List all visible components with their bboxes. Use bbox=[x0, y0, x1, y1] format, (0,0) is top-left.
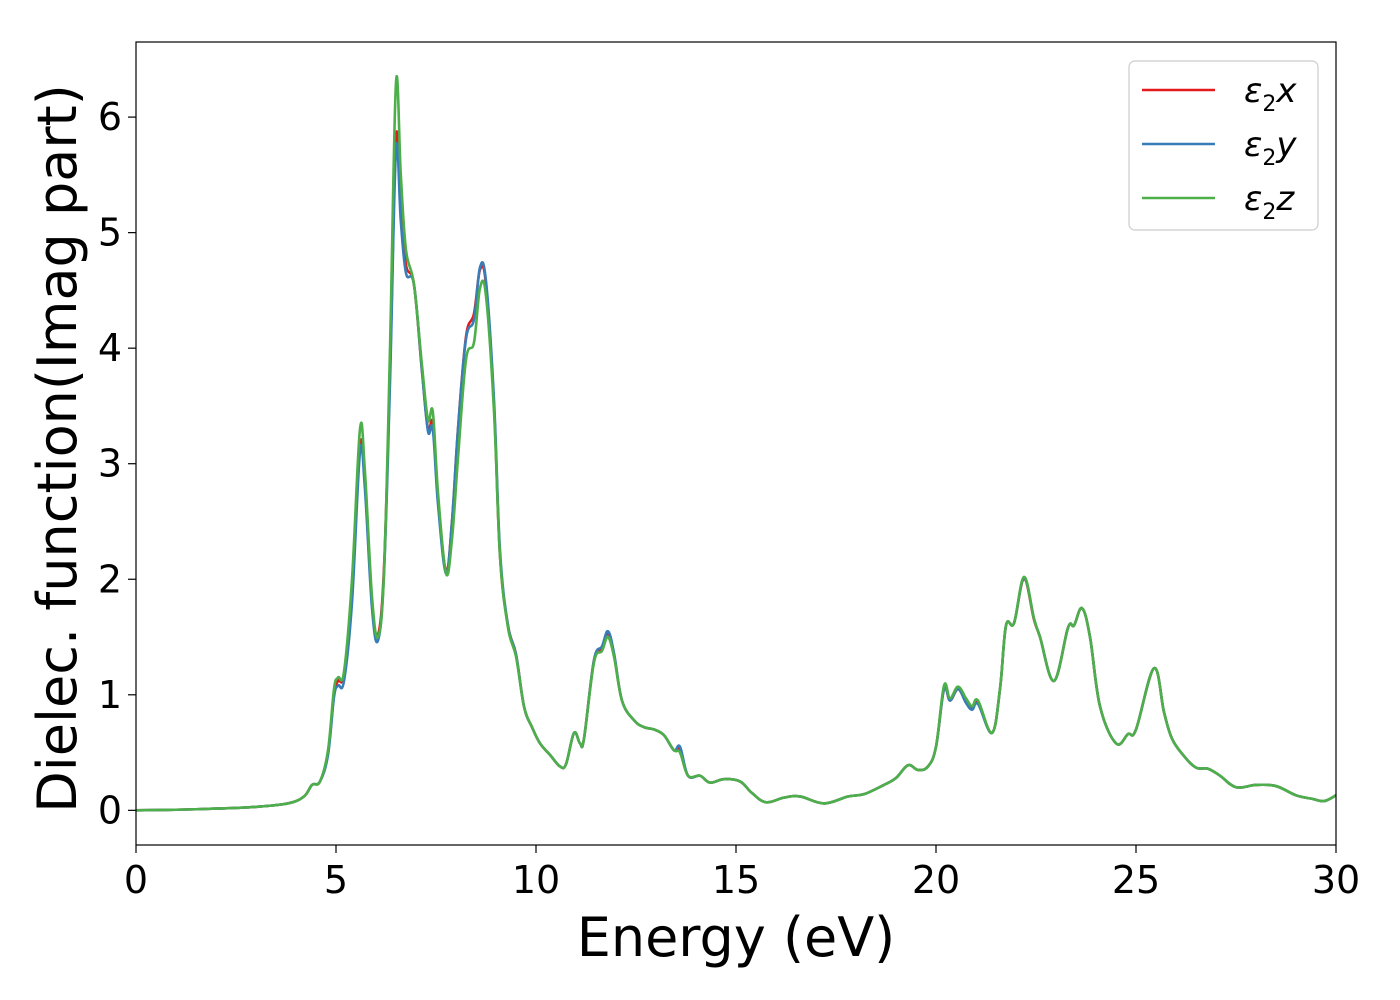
x-tick-label: 25 bbox=[1112, 858, 1160, 902]
y-tick-label: 1 bbox=[98, 673, 122, 717]
x-axis-label: Energy (eV) bbox=[577, 906, 896, 969]
legend-frame bbox=[1128, 60, 1319, 231]
series-line-x bbox=[136, 130, 1336, 812]
legend-label-y: ε2y bbox=[1244, 125, 1297, 171]
y-tick-label: 3 bbox=[98, 442, 122, 486]
x-tick-label: 0 bbox=[124, 858, 148, 902]
x-tick-label: 20 bbox=[912, 858, 960, 902]
x-tick-label: 10 bbox=[512, 858, 560, 902]
y-tick-label: 2 bbox=[98, 557, 122, 601]
ticks-layer: 0 5 10 15 20 25 30 0 1 2 3 4 5 6 bbox=[98, 95, 1360, 902]
legend: ε2x ε2y ε2z bbox=[1128, 60, 1319, 231]
y-tick-label: 6 bbox=[98, 95, 122, 139]
x-tick-label: 15 bbox=[712, 858, 760, 902]
y-tick-label: 0 bbox=[98, 788, 122, 832]
x-tick-label: 5 bbox=[324, 858, 348, 902]
legend-label-x: ε2x bbox=[1244, 71, 1297, 117]
y-axis-label: Dielec. function(Imag part) bbox=[26, 84, 89, 813]
series-line-z bbox=[136, 74, 1336, 812]
y-tick-label: 5 bbox=[98, 211, 122, 255]
y-tick-label: 4 bbox=[98, 326, 122, 370]
legend-label-z: ε2z bbox=[1244, 179, 1295, 225]
series-layer bbox=[136, 74, 1336, 812]
series-line-y bbox=[136, 141, 1336, 812]
x-tick-label: 30 bbox=[1312, 858, 1360, 902]
